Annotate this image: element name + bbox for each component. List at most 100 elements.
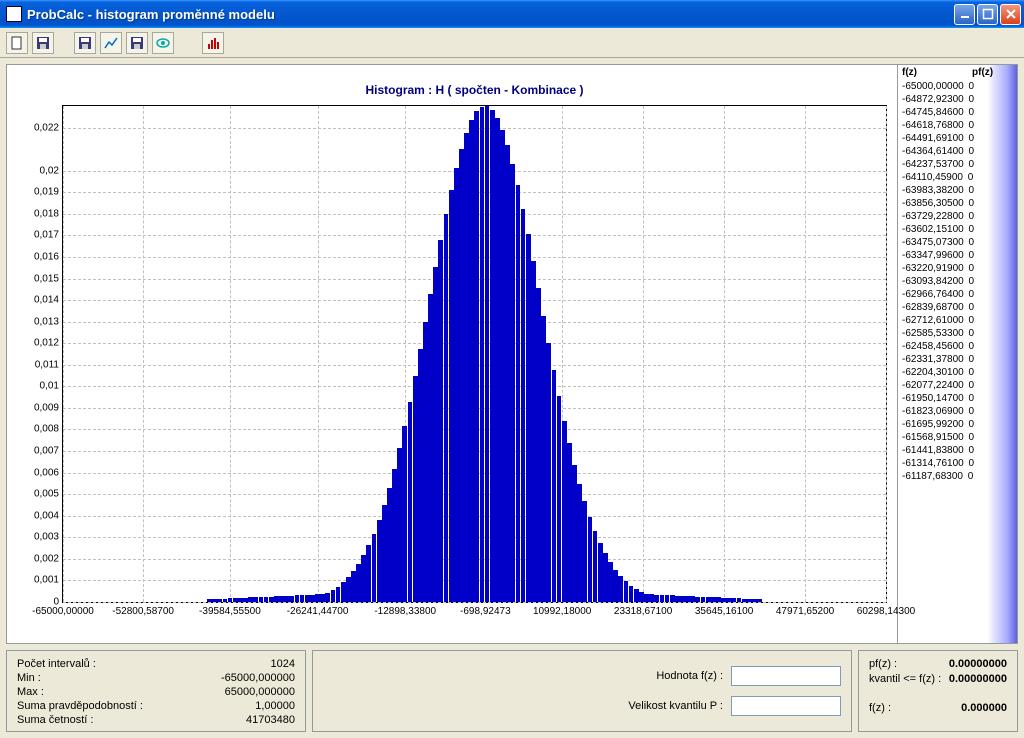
data-row[interactable]: -64618,76800 0 bbox=[902, 119, 1017, 132]
y-axis-label: 0,013 bbox=[34, 316, 63, 327]
histogram-bar bbox=[377, 520, 382, 602]
tool-view-icon[interactable] bbox=[152, 32, 174, 54]
histogram-bar bbox=[315, 594, 320, 602]
tool-chart-icon[interactable] bbox=[100, 32, 122, 54]
titlebar: ProbCalc - histogram proměnné modelu bbox=[0, 0, 1024, 28]
data-row[interactable]: -61441,83800 0 bbox=[902, 444, 1017, 457]
histogram-bar bbox=[259, 597, 264, 602]
data-row[interactable]: -62077,22400 0 bbox=[902, 379, 1017, 392]
data-row[interactable]: -64491,69100 0 bbox=[902, 132, 1017, 145]
data-row[interactable]: -61314,76100 0 bbox=[902, 457, 1017, 470]
data-row[interactable]: -62458,45600 0 bbox=[902, 340, 1017, 353]
histogram-bar bbox=[726, 598, 731, 602]
value-min: -65000,000000 bbox=[221, 671, 295, 685]
data-row[interactable]: -61695,99200 0 bbox=[902, 418, 1017, 431]
maximize-button[interactable] bbox=[977, 4, 998, 25]
data-row[interactable]: -62839,68700 0 bbox=[902, 301, 1017, 314]
data-row[interactable]: -63093,84200 0 bbox=[902, 275, 1017, 288]
label-sumprob: Suma pravděpodobností : bbox=[17, 699, 143, 713]
close-button[interactable] bbox=[1000, 4, 1021, 25]
histogram-bar bbox=[665, 595, 670, 602]
histogram-bar bbox=[336, 587, 341, 602]
input-p[interactable] bbox=[731, 696, 841, 716]
input-fz[interactable] bbox=[731, 666, 841, 686]
histogram-bar bbox=[423, 322, 428, 602]
histogram-bar bbox=[408, 402, 413, 602]
histogram-bar bbox=[469, 120, 474, 602]
x-axis-label: -12898,33800 bbox=[374, 602, 436, 617]
histogram-bar bbox=[680, 596, 685, 602]
data-row[interactable]: -64364,61400 0 bbox=[902, 145, 1017, 158]
y-axis-label: 0,004 bbox=[34, 510, 63, 521]
histogram-bar bbox=[228, 598, 233, 602]
histogram-bar bbox=[238, 598, 243, 602]
tool-save1-icon[interactable] bbox=[32, 32, 54, 54]
data-row[interactable]: -64110,45900 0 bbox=[902, 171, 1017, 184]
data-row[interactable]: -62966,76400 0 bbox=[902, 288, 1017, 301]
histogram-bar bbox=[341, 582, 346, 602]
x-axis-label: -52800,58700 bbox=[112, 602, 174, 617]
histogram-bar bbox=[495, 118, 500, 602]
data-row[interactable]: -63220,91900 0 bbox=[902, 262, 1017, 275]
tool-save3-icon[interactable] bbox=[126, 32, 148, 54]
histogram-bar bbox=[474, 111, 479, 602]
histogram-bar bbox=[731, 598, 736, 602]
data-row[interactable]: -63602,15100 0 bbox=[902, 223, 1017, 236]
histogram-plot[interactable]: 00,0010,0020,0030,0040,0050,0060,0070,00… bbox=[62, 105, 887, 603]
data-row[interactable]: -63475,07300 0 bbox=[902, 236, 1017, 249]
histogram-bar bbox=[582, 501, 587, 602]
data-row[interactable]: -62204,30100 0 bbox=[902, 366, 1017, 379]
histogram-bar bbox=[721, 598, 726, 602]
histogram-bar bbox=[320, 594, 325, 602]
data-row[interactable]: -64745,84600 0 bbox=[902, 106, 1017, 119]
x-axis-label: 47971,65200 bbox=[776, 602, 834, 617]
data-row[interactable]: -62331,37800 0 bbox=[902, 353, 1017, 366]
data-row[interactable]: -64237,53700 0 bbox=[902, 158, 1017, 171]
histogram-bar bbox=[269, 597, 274, 602]
histogram-bar bbox=[361, 555, 366, 602]
data-row[interactable]: -61823,06900 0 bbox=[902, 405, 1017, 418]
histogram-bar bbox=[284, 596, 289, 602]
minimize-button[interactable] bbox=[954, 4, 975, 25]
value-max: 65000,000000 bbox=[225, 685, 295, 699]
data-row[interactable]: -62585,53300 0 bbox=[902, 327, 1017, 340]
data-row[interactable]: -63856,30500 0 bbox=[902, 197, 1017, 210]
data-row[interactable]: -63983,38200 0 bbox=[902, 184, 1017, 197]
label-result-fz: f(z) : bbox=[869, 701, 891, 716]
histogram-bar bbox=[531, 261, 536, 602]
data-row[interactable]: -63729,22800 0 bbox=[902, 210, 1017, 223]
histogram-bar bbox=[289, 596, 294, 602]
y-axis-label: 0,007 bbox=[34, 446, 63, 457]
data-row[interactable]: -65000,00000 0 bbox=[902, 80, 1017, 93]
histogram-bar bbox=[541, 316, 546, 602]
stats-panel: Počet intervalů :1024 Min :-65000,000000… bbox=[6, 650, 306, 732]
histogram-bar bbox=[752, 599, 757, 602]
tool-histogram-icon[interactable] bbox=[202, 32, 224, 54]
histogram-bar bbox=[521, 209, 526, 602]
histogram-bar bbox=[264, 597, 269, 602]
tool-save2-icon[interactable] bbox=[74, 32, 96, 54]
toolbar bbox=[0, 28, 1024, 58]
data-row[interactable]: -61568,91500 0 bbox=[902, 431, 1017, 444]
histogram-bar bbox=[392, 469, 397, 602]
window-title: ProbCalc - histogram proměnné modelu bbox=[27, 7, 954, 22]
data-row[interactable]: -61187,68300 0 bbox=[902, 470, 1017, 483]
data-row[interactable]: -64872,92300 0 bbox=[902, 93, 1017, 106]
histogram-bar bbox=[603, 553, 608, 602]
y-axis-label: 0,006 bbox=[34, 467, 63, 478]
x-axis-label: -26241,44700 bbox=[287, 602, 349, 617]
data-row[interactable]: -61950,14700 0 bbox=[902, 392, 1017, 405]
input-panel: Hodnota f(z) : Velikost kvantilu P : bbox=[312, 650, 852, 732]
histogram-bar bbox=[485, 106, 490, 602]
tool-new-icon[interactable] bbox=[6, 32, 28, 54]
histogram-bar bbox=[716, 597, 721, 602]
histogram-bar bbox=[233, 598, 238, 602]
histogram-bar bbox=[444, 214, 449, 602]
data-panel[interactable]: f(z) pf(z) -65000,00000 0-64872,92300 0-… bbox=[897, 65, 1017, 643]
histogram-bar bbox=[402, 426, 407, 602]
data-row[interactable]: -63347,99600 0 bbox=[902, 249, 1017, 262]
data-row[interactable]: -62712,61000 0 bbox=[902, 314, 1017, 327]
histogram-bar bbox=[212, 599, 217, 602]
y-axis-label: 0,022 bbox=[34, 122, 63, 133]
histogram-bar bbox=[351, 571, 356, 602]
